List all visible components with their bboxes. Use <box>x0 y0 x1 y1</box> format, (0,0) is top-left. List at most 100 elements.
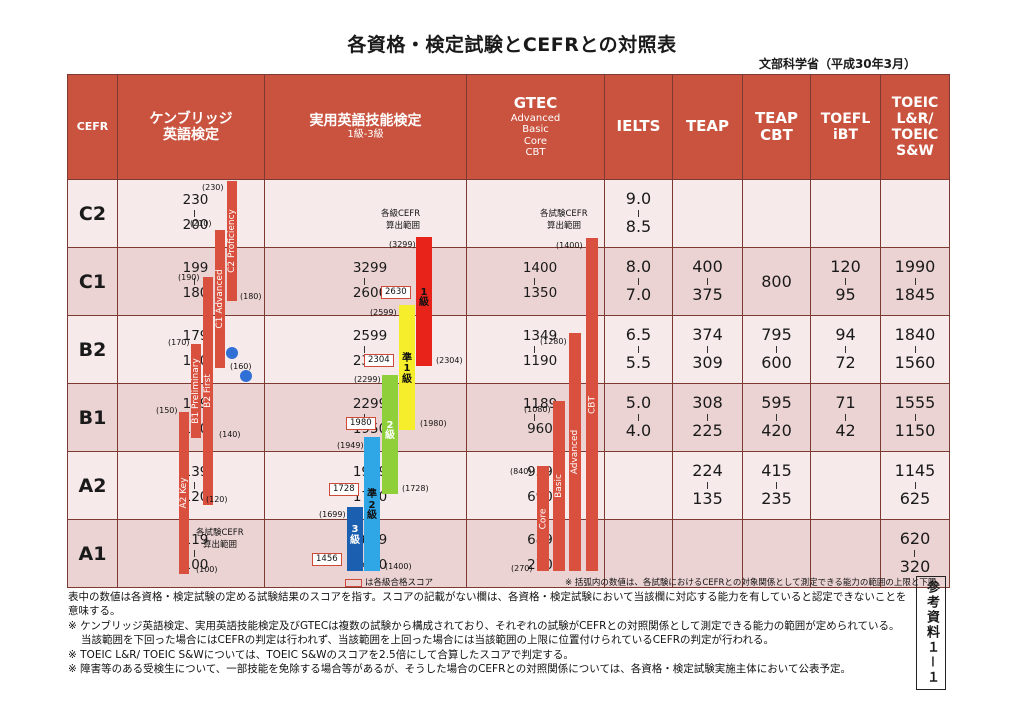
score-lower: 320 <box>899 557 931 576</box>
score-lower: 100 <box>182 557 209 573</box>
ielts-cell: 8.0 7.0 <box>604 247 673 316</box>
header-toeic-line: TOEIC <box>891 94 939 111</box>
score-upper: 374 <box>692 325 723 345</box>
score-upper: 795 <box>761 325 792 345</box>
header-cefr: CEFR <box>67 74 118 180</box>
score-range: 1189 960 <box>523 396 557 438</box>
ielts-cell: 6.5 5.5 <box>604 315 673 384</box>
teap-cell: 224 135 <box>672 451 743 520</box>
score-lower: 1950 <box>352 421 388 437</box>
range-tick <box>193 346 195 353</box>
teap-cell: 308 225 <box>672 383 743 452</box>
score-lower: 95 <box>835 285 856 304</box>
range-tick <box>193 550 195 557</box>
range-tick <box>706 278 708 285</box>
score-lower: 135 <box>692 489 723 508</box>
range-tick <box>637 414 639 421</box>
toefl-cell <box>810 179 881 248</box>
score-upper: 1840 <box>894 325 936 345</box>
teap-cell <box>672 179 743 248</box>
range-tick <box>844 414 846 421</box>
score-upper: 1349 <box>522 328 558 345</box>
toefl-cell <box>810 519 881 588</box>
range-tick <box>363 414 365 421</box>
note-item: ※ TOEIC L&R/ TOEIC S&Wについては、TOEIC S&Wのスコ… <box>68 648 574 661</box>
score-upper: 308 <box>692 393 723 413</box>
header-cambridge-line2: 英語検定 <box>163 127 219 143</box>
range-tick <box>193 278 195 285</box>
gtec-cell: 1189 960 <box>466 383 605 452</box>
range-tick <box>363 550 365 557</box>
cefr-level: B1 <box>67 383 118 452</box>
score-upper: 224 <box>692 461 723 481</box>
teap-cbt-cell <box>742 179 811 248</box>
header-teap-cbt-line2: CBT <box>760 126 793 144</box>
ielts-cell <box>604 451 673 520</box>
teap-cbt-cell: 415 235 <box>742 451 811 520</box>
teap-cbt-cell: 800 <box>742 247 811 316</box>
score-lower: 2300 <box>352 353 388 369</box>
score-range: 6.5 5.5 <box>625 325 652 373</box>
table-row: C2 230 200 9.0 8.5 <box>67 179 950 248</box>
legend-note: ※ 括弧内の数値は、各試験におけるCEFRとの対象関係として測定できる能力の範囲… <box>565 578 937 588</box>
score-upper: 1699 <box>352 532 388 549</box>
score-range: 199 180 <box>182 260 209 302</box>
table-row: C1 199 180 3299 2600 1400 1350 8.0 7.0 400 375 800 1… <box>67 247 950 316</box>
score-range: 1400 1350 <box>523 260 557 302</box>
header-gtec-sub: Basic <box>522 124 549 136</box>
score-lower: 1700 <box>352 489 388 505</box>
score-lower: 309 <box>692 353 723 372</box>
header-cambridge: ケンブリッジ 英語検定 <box>117 74 265 180</box>
range-tick <box>363 482 365 489</box>
score-upper: 139 <box>182 464 209 481</box>
score-upper: 595 <box>761 393 792 413</box>
range-tick <box>193 482 195 489</box>
teap-cbt-cell: 595 420 <box>742 383 811 452</box>
pass-flag-icon <box>345 578 362 587</box>
score-range: 5.0 4.0 <box>626 393 651 441</box>
toefl-cell <box>810 451 881 520</box>
score-range: 689 270 <box>527 532 553 574</box>
score-lower: 235 <box>761 489 792 508</box>
cambridge-cell: 199 180 <box>117 247 265 316</box>
range-tick <box>538 482 540 489</box>
score-lower: 72 <box>835 353 856 372</box>
score-lower: 200 <box>182 217 209 233</box>
score-range: 2599 2300 <box>352 328 388 370</box>
score-range: 1840 1560 <box>894 325 936 373</box>
score-upper: 6.5 <box>625 325 652 345</box>
header-ielts: IELTS <box>604 74 673 180</box>
score-upper: 959 <box>527 464 553 481</box>
score-upper: 71 <box>835 393 856 413</box>
header-toeic-line: TOEIC <box>891 127 939 143</box>
range-tick <box>844 346 846 353</box>
score-lower: 625 <box>899 489 931 508</box>
legend-pass-text: は各級合格スコア <box>365 578 434 588</box>
header-toeic: TOEIC L&R/ TOEIC S&W <box>880 74 950 180</box>
teap-cell: 400 375 <box>672 247 743 316</box>
range-tick <box>193 210 195 217</box>
cambridge-cell: 179 160 <box>117 315 265 384</box>
score-range: 8.0 7.0 <box>626 257 651 305</box>
teap-cell: 374 309 <box>672 315 743 384</box>
score-upper: 400 <box>692 257 723 277</box>
score-range: 94 72 <box>835 325 856 373</box>
score-lower: 120 <box>182 489 209 505</box>
range-tick <box>706 414 708 421</box>
score-range: 119 100 <box>182 532 209 574</box>
header-toeic-line: L&R/ <box>896 110 934 127</box>
score-upper: 620 <box>899 529 931 549</box>
score-upper: 1145 <box>894 461 936 481</box>
score-lower: 225 <box>692 421 723 440</box>
score-range: 400 375 <box>692 257 723 305</box>
score-upper: 199 <box>182 260 209 277</box>
score-lower: 1845 <box>894 285 936 304</box>
score-range: 230 200 <box>182 192 209 234</box>
header-toeic-line: S&W <box>896 143 934 160</box>
range-tick <box>637 210 639 217</box>
ielts-cell <box>604 519 673 588</box>
score-range: 120 95 <box>830 257 861 305</box>
range-tick <box>706 482 708 489</box>
notes: 表中の数値は各資格・検定試験の定める試験結果のスコアを指す。スコアの記載がない欄… <box>68 590 908 677</box>
range-tick <box>363 278 365 285</box>
